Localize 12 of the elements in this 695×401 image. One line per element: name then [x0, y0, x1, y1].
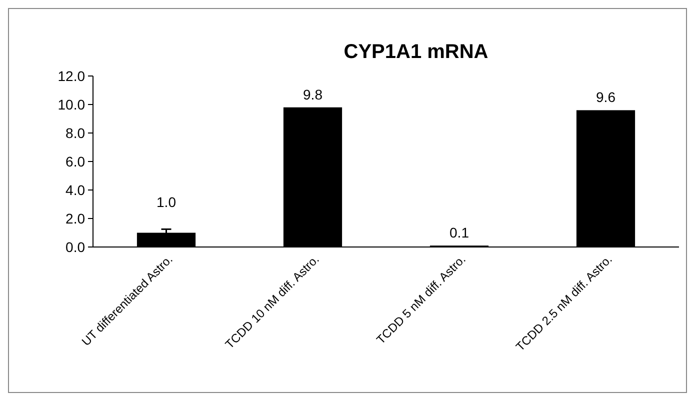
y-tick-label: 10.0: [58, 96, 86, 112]
y-tick-label: 0.0: [66, 238, 86, 255]
data-label: 9.8: [303, 86, 323, 102]
y-tick-label: 8.0: [66, 124, 86, 141]
chart-title: CYP1A1 mRNA: [344, 41, 488, 63]
y-tick-label: 12.0: [58, 68, 86, 84]
y-tick-label: 2.0: [66, 210, 86, 226]
data-label: 1.0: [156, 194, 176, 210]
data-label: 9.6: [596, 89, 616, 106]
y-tick-label: 6.0: [66, 153, 86, 170]
data-label: 0.1: [450, 224, 470, 241]
y-tick-label: 4.0: [66, 182, 86, 198]
